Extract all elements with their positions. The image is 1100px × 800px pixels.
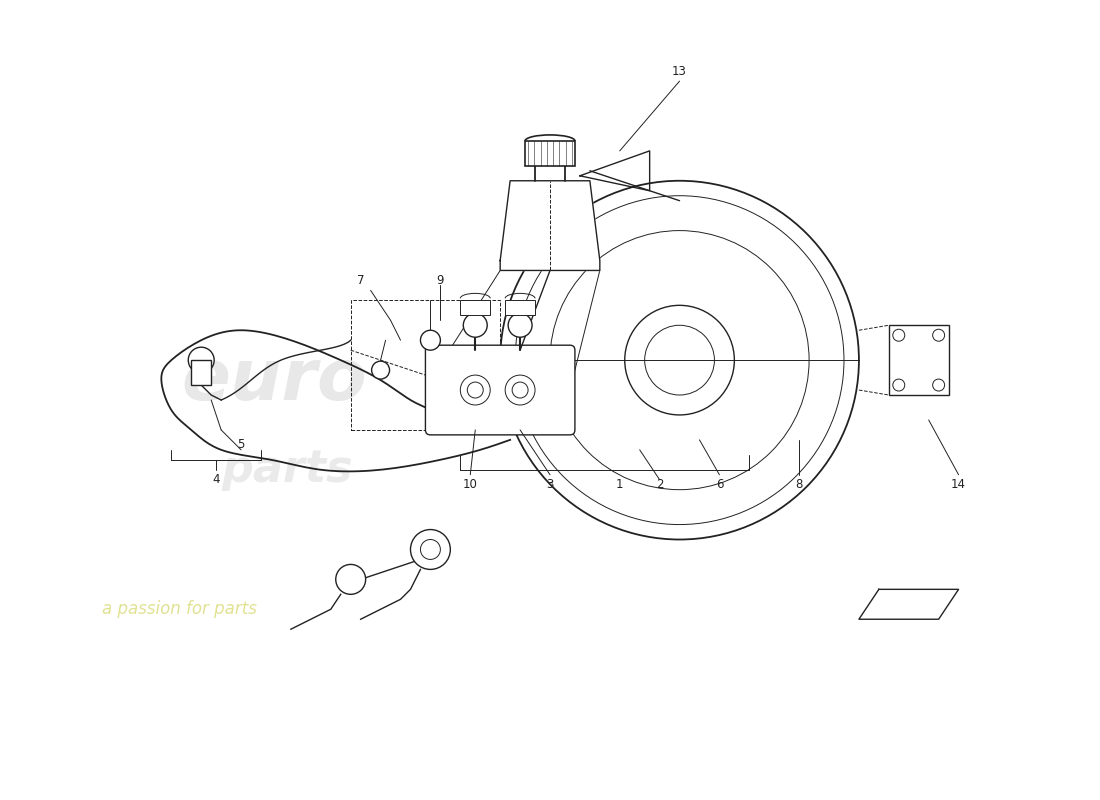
Circle shape (933, 330, 945, 342)
Circle shape (410, 530, 450, 570)
Circle shape (463, 314, 487, 338)
Text: 8: 8 (795, 478, 803, 491)
Circle shape (420, 539, 440, 559)
Circle shape (468, 382, 483, 398)
Text: 5: 5 (238, 438, 245, 451)
Circle shape (893, 379, 905, 391)
Bar (505, 300, 535, 315)
Circle shape (336, 565, 365, 594)
Circle shape (188, 347, 214, 373)
Circle shape (420, 330, 440, 350)
Text: 1: 1 (616, 478, 624, 491)
Text: a passion for parts: a passion for parts (101, 600, 256, 618)
Polygon shape (859, 590, 958, 619)
Text: 14: 14 (952, 478, 966, 491)
Bar (460, 300, 491, 315)
FancyBboxPatch shape (426, 345, 575, 435)
Text: 3: 3 (547, 478, 553, 491)
Text: 13: 13 (672, 65, 688, 78)
Circle shape (893, 330, 905, 342)
Text: 4: 4 (212, 474, 220, 486)
Text: euro: euro (182, 346, 367, 414)
Circle shape (933, 379, 945, 391)
Text: 7: 7 (356, 274, 364, 287)
Circle shape (508, 314, 532, 338)
Text: 6: 6 (716, 478, 723, 491)
Bar (889, 326, 948, 395)
Circle shape (372, 361, 389, 379)
Bar (351, 300, 501, 430)
Text: 10: 10 (463, 478, 477, 491)
Bar (191, 360, 211, 385)
Text: 9: 9 (437, 274, 444, 287)
Text: 2: 2 (656, 478, 663, 491)
Text: parts: parts (221, 448, 353, 491)
Polygon shape (500, 181, 600, 270)
Bar (525, 141, 575, 166)
Circle shape (513, 382, 528, 398)
